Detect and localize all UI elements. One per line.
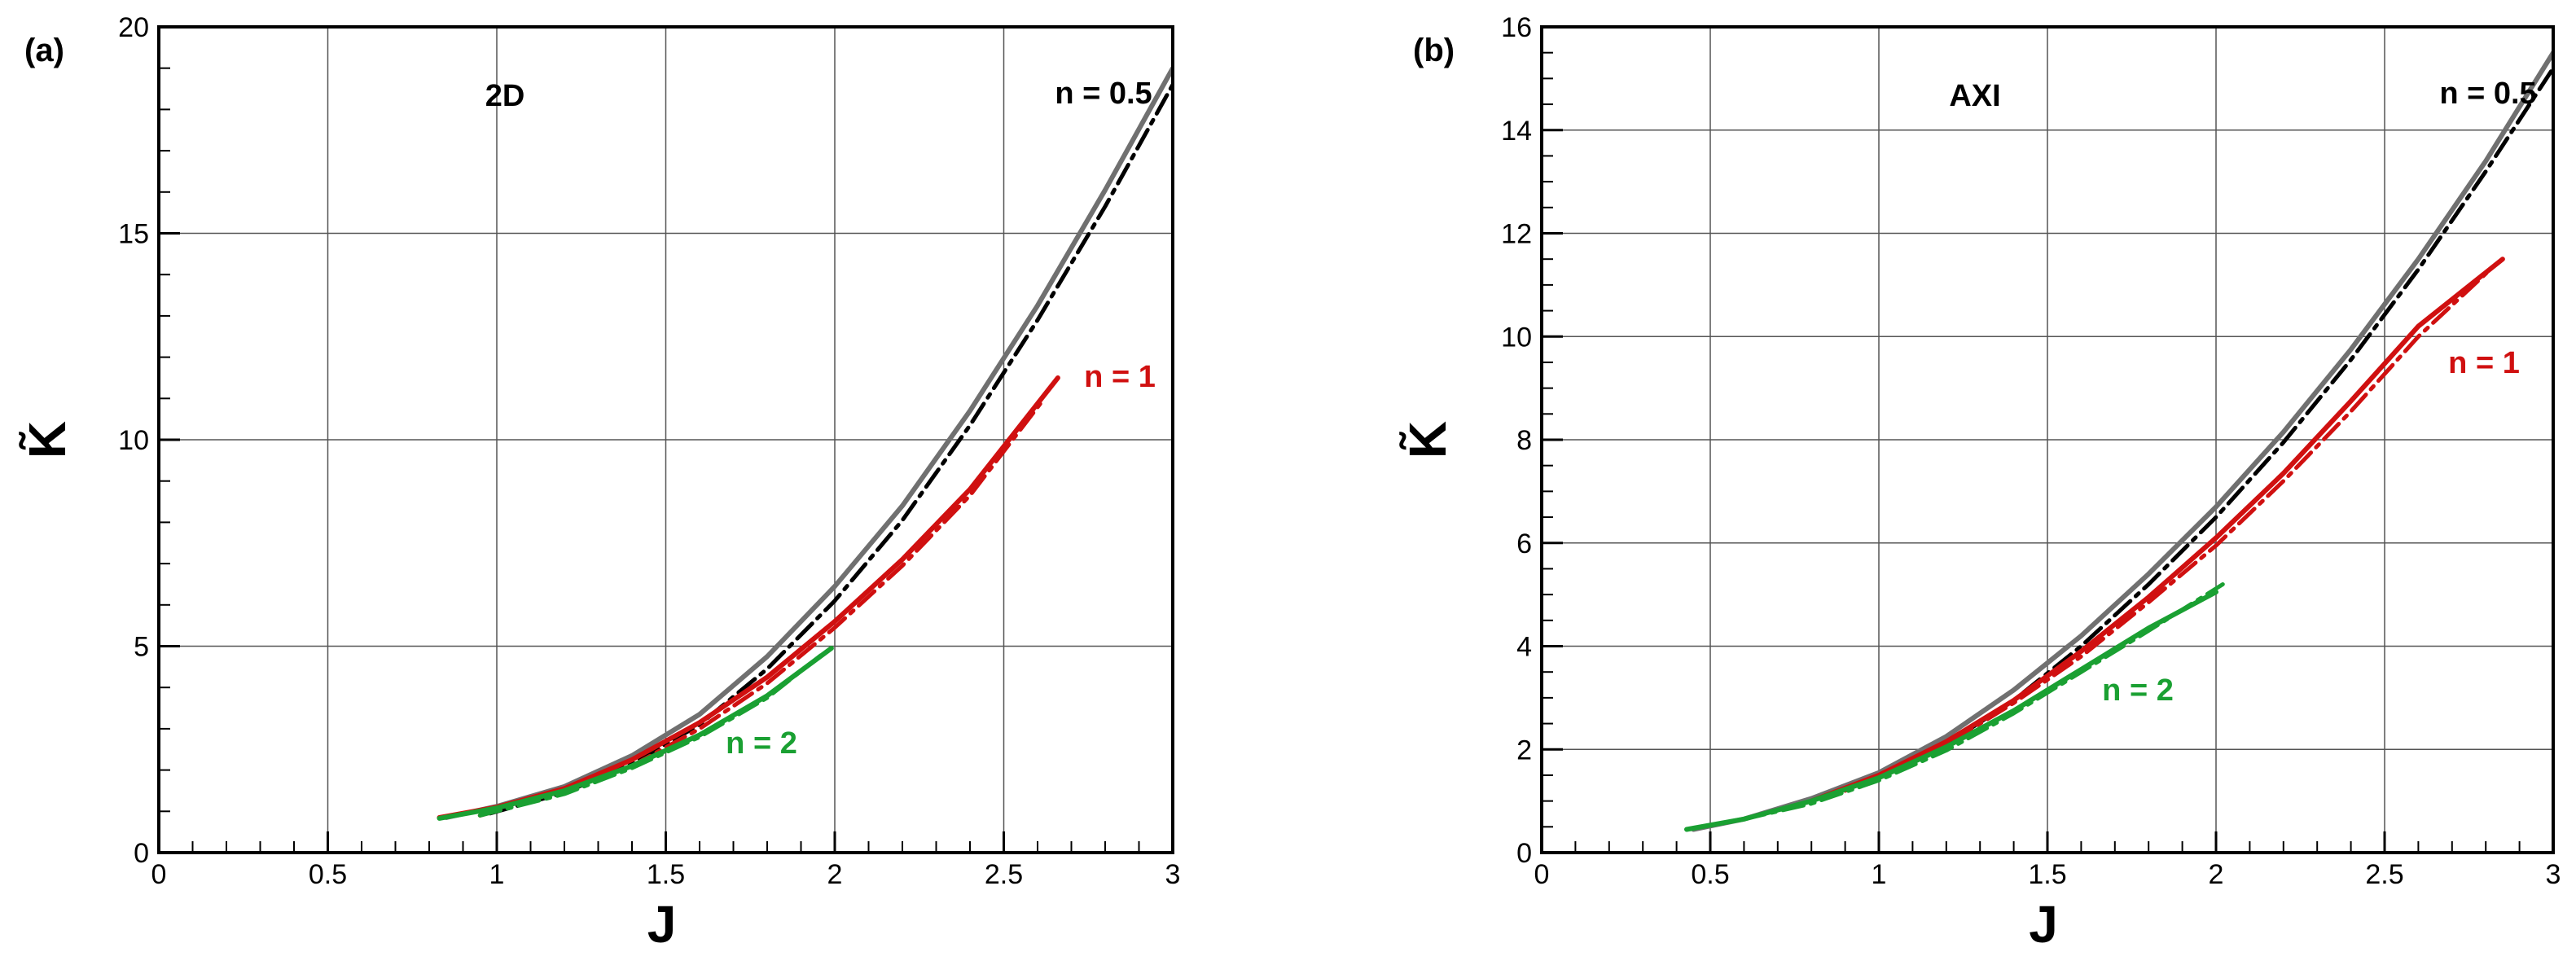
annotation-label: n = 0.5 [2439,77,2536,111]
y-axis-label: K̃ [18,421,77,458]
y-tick-label: 14 [1501,116,1532,147]
y-tick-label: 2 [1516,735,1532,765]
x-tick-label: 0 [151,859,167,890]
annotation-label: n = 1 [1084,360,1156,394]
x-axis-label: J [2029,895,2058,954]
x-tick-label: 1 [1872,859,1887,890]
x-tick-label: 2 [827,859,843,890]
y-axis-label: K̃ [1398,421,1457,458]
annotation-label: n = 0.5 [1055,77,1152,111]
x-tick-label: 1.5 [2028,859,2066,890]
y-tick-label: 20 [118,12,149,43]
grid [158,26,1174,853]
y-tick-label: 4 [1516,632,1532,663]
x-tick-label: 1 [489,859,505,890]
annotation-label: 2D [485,79,525,113]
chart-panel-2: 0 0.5 1 1.5 2 2.5 3 0 2 4 6 8 10 12 14 16 J K̃ (b) AXI n = 0… [1398,12,2561,954]
chart-panel-1: 0 0.5 1 1.5 2 2.5 3 0 5 10 15 20 J K̃ (a) 2D n = 0.5 n = … [18,12,1180,954]
series-line-2-dashdot [488,82,1173,816]
series-line-4-dashdot [1843,262,2499,793]
y-tick-label: 15 [118,219,149,250]
series-line-1-solid [443,65,1173,820]
x-tick-label: 2 [2209,859,2224,890]
x-tick-label: 3 [2546,859,2561,890]
x-tick-label: 0 [1534,859,1550,890]
y-tick-label: 8 [1516,425,1532,456]
grid [1541,26,2554,853]
annotation-label: n = 1 [2448,346,2520,380]
series-group [437,65,1173,821]
x-tick-label: 2.5 [985,859,1023,890]
series-group [1684,50,2553,832]
plot-frame [157,25,1174,854]
y-tick-label: 10 [118,425,149,456]
x-tick-label: 2.5 [2365,859,2403,890]
y-tick-label: 6 [1516,529,1532,559]
x-tick-label: 1.5 [647,859,685,890]
x-tick-label: 3 [1165,859,1181,890]
series-line-3-solid [1809,257,2505,804]
y-tick-label: 10 [1501,322,1532,353]
annotation-label: n = 2 [726,726,797,761]
x-tick-label: 0.5 [1691,859,1729,890]
annotation-label: AXI [1949,79,2000,113]
y-tick-label: 5 [134,632,149,663]
series-line-2-dashdot [1809,66,2553,804]
series-line-6-dashdot [1741,582,2225,822]
series-line-5-solid [1684,590,2218,832]
series-line-6-dashdot [477,650,827,818]
series-line-1-solid [1691,50,2553,832]
y-tick-label: 16 [1501,12,1532,43]
panel-label: (a) [24,33,64,68]
x-tick-label: 0.5 [309,859,347,890]
plot-frame [1540,25,2555,854]
y-tick-label: 0 [134,838,149,869]
annotation-label: n = 2 [2102,673,2174,708]
x-axis-label: J [647,895,677,954]
y-tick-label: 12 [1501,219,1532,250]
y-tick-label: 0 [1516,838,1532,869]
panel-label: (b) [1413,33,1455,68]
